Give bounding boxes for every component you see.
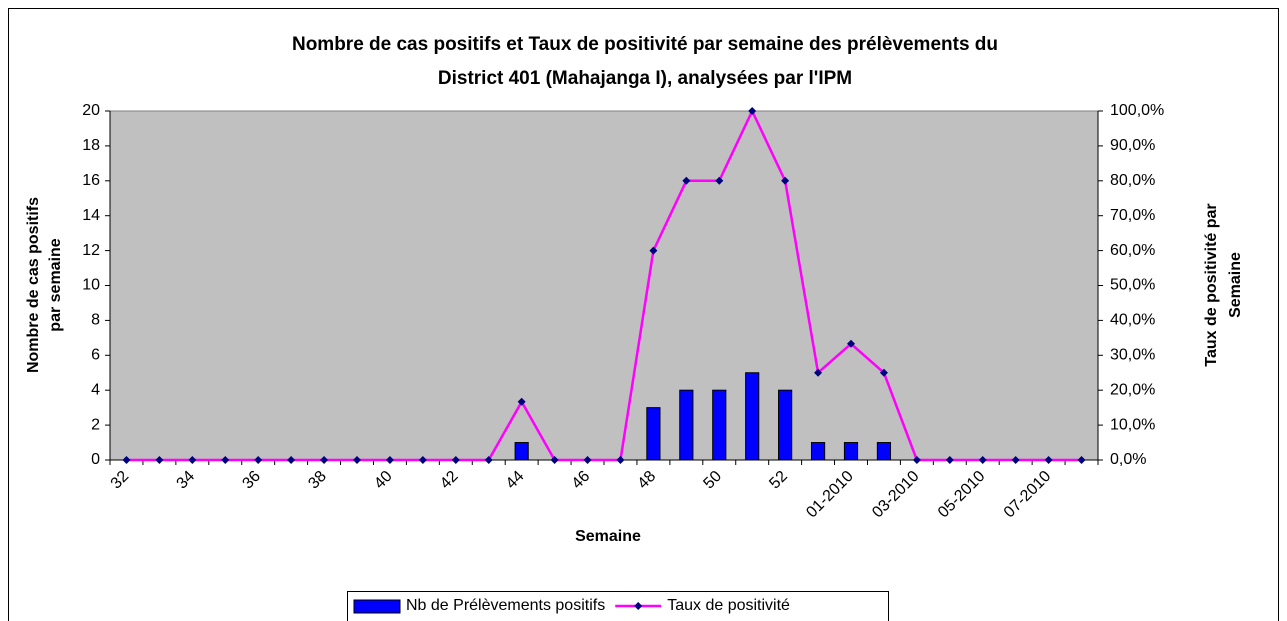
line-marker [649,246,658,255]
y-tick-label: 2 [91,416,100,433]
y-tick-label: 18 [82,137,100,154]
line-marker [287,456,296,464]
bar [778,389,793,461]
chart-title: Nombre de cas positifs et Taux de positi… [292,34,998,55]
legend-marker [634,602,643,610]
y-tick-label: 14 [82,207,100,224]
line-marker [682,176,691,185]
line-marker [583,456,592,464]
plot-area [109,110,1099,461]
y-tick-label: 4 [91,381,100,398]
legend-swatch [353,599,401,614]
line-marker [847,339,855,348]
y-tick-label: 12 [82,242,100,259]
line-marker [353,456,361,464]
line-marker [879,368,888,377]
y-tick-label: 16 [82,172,100,189]
line-marker [254,456,263,464]
bar [810,442,826,461]
y2-tick-label: 50,0% [1110,277,1155,294]
y2-axis-label: Taux de positivité par [1203,203,1220,366]
bar [876,442,892,461]
line-marker [1044,456,1053,464]
bar [514,442,529,461]
line-marker [748,107,757,115]
line-marker [418,456,427,464]
line-marker [451,456,460,464]
y2-tick-label: 0,0% [1110,451,1146,468]
bar [679,389,694,461]
line [126,108,1082,462]
chart-title: District 401 (Mahajanga I), analysées pa… [438,68,852,89]
line-marker [550,456,559,464]
line-marker [122,456,131,464]
line-marker [385,456,394,464]
line-marker [1011,456,1020,464]
line-marker [978,456,987,464]
legend-label: Taux de positivité [667,597,790,614]
line-marker [188,456,197,464]
y2-tick-label: 10,0% [1110,416,1155,433]
line-marker [320,456,329,464]
y-axis-label: Nombre de cas positifs [25,197,42,373]
y-tick-label: 10 [82,277,100,294]
line-marker [715,176,724,185]
line-marker [517,397,526,406]
y-tick-label: 8 [91,312,100,329]
x-axis-label: Semaine [575,528,641,545]
y2-axis-label: Semaine [1227,252,1244,318]
y2-tick-label: 20,0% [1110,381,1155,398]
y-tick-label: 20 [82,102,100,119]
line-marker [912,456,921,464]
y2-tick-label: 30,0% [1110,347,1155,364]
legend-label: Nb de Prélèvements positifs [406,597,605,614]
y2-tick-label: 90,0% [1110,137,1155,154]
bar [745,372,760,461]
line-marker [616,456,625,464]
bar [712,389,727,461]
y-tick-label: 6 [91,347,100,364]
y-axis-label: par semaine [47,238,64,331]
y2-tick-label: 100,0% [1110,102,1164,119]
y-tick-label: 0 [91,451,100,468]
y2-tick-label: 40,0% [1110,312,1155,329]
line-marker [155,456,164,464]
line-marker [484,456,493,464]
line-marker [814,368,823,377]
bar [646,407,661,461]
y2-tick-label: 60,0% [1110,242,1155,259]
y2-tick-label: 70,0% [1110,207,1155,224]
line-marker [1077,456,1086,464]
bar [843,442,859,461]
line-marker [945,456,954,464]
line-marker [781,176,790,185]
line-marker [221,456,230,464]
y2-tick-label: 80,0% [1110,172,1155,189]
